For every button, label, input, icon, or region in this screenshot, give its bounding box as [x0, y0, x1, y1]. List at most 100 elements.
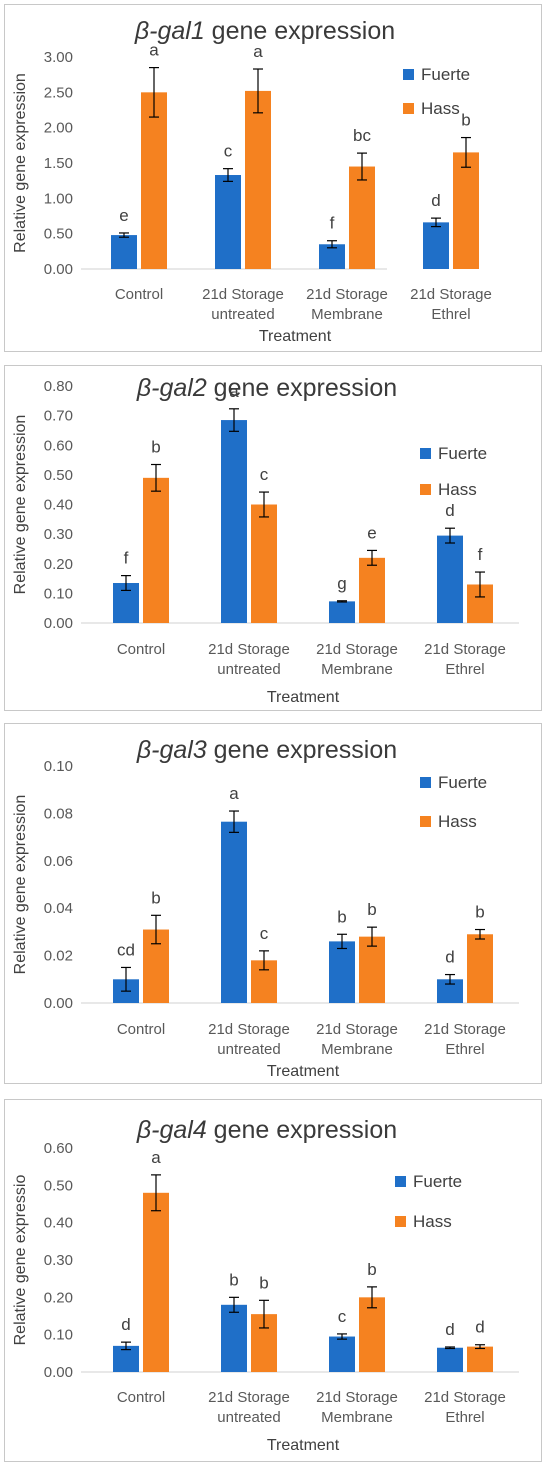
bar-hass [349, 166, 375, 269]
significance-letter: a [253, 42, 263, 61]
bar-hass [143, 1192, 169, 1372]
y-tick-label: 0.60 [44, 437, 73, 454]
category-label: 21d Storage [208, 1021, 290, 1038]
chart-title: β-gal2 gene expression [136, 374, 397, 402]
significance-letter: c [338, 1307, 347, 1326]
bar-hass [143, 477, 169, 623]
y-tick-label: 0.80 [44, 378, 73, 395]
significance-letter: d [445, 1320, 454, 1339]
significance-letter: d [445, 501, 454, 520]
legend-swatch-fuerte [403, 69, 414, 80]
bar-fuerte [221, 420, 247, 623]
bar-fuerte [437, 1347, 463, 1372]
y-tick-label: 0.30 [44, 1252, 73, 1269]
category-label: Ethrel [445, 661, 484, 678]
chart-gal3: β-gal3 gene expression 0.00 0.02 0.04 0.06 0.… [12, 736, 519, 1080]
significance-letter: f [478, 545, 483, 564]
y-tick-label: 0.00 [44, 261, 73, 278]
category-label: untreated [217, 1041, 280, 1058]
y-axis-label: Relative gene expression [12, 415, 29, 595]
category-label: Membrane [321, 1409, 393, 1426]
significance-letter: b [151, 438, 160, 457]
legend-swatch-fuerte [395, 1176, 406, 1187]
significance-letter: a [149, 41, 159, 60]
category-label: untreated [217, 661, 280, 678]
significance-letter: d [475, 1318, 484, 1337]
y-tick-label: 0.50 [44, 226, 73, 243]
chart-panel-gal1: β-gal1 gene expression 0.00 0.50 1.00 1.50 2.… [4, 4, 542, 352]
chart-panel-gal2: β-gal2 gene expression 0.00 0.10 0.20 0.30 0.… [4, 365, 542, 711]
chart-gal4: β-gal4 gene expression 0.00 0.10 0.20 0.30 0.… [12, 1116, 519, 1454]
y-tick-label: 0.10 [44, 1327, 73, 1344]
bar-hass [359, 1297, 385, 1372]
bar-fuerte [215, 175, 241, 269]
category-label: 21d Storage [316, 1389, 398, 1406]
category-label: Control [117, 641, 165, 658]
category-label: Membrane [311, 306, 383, 323]
bar-hass [359, 936, 385, 1003]
y-tick-label: 0.40 [44, 497, 73, 514]
bar-hass [141, 92, 167, 269]
bar-fuerte [437, 979, 463, 1003]
y-axis-label: Relative gene expressio [12, 1175, 29, 1346]
category-label: untreated [217, 1409, 280, 1426]
bar-hass [245, 90, 271, 269]
bar-hass [359, 557, 385, 623]
y-tick-label: 0.00 [44, 1364, 73, 1381]
bar-hass [467, 1346, 493, 1372]
legend-label-fuerte: Fuerte [413, 1172, 462, 1191]
y-tick-label: 0.08 [44, 805, 73, 822]
legend-swatch-fuerte [420, 448, 431, 459]
category-label: 21d Storage [316, 641, 398, 658]
bar-fuerte [423, 222, 449, 269]
category-label: Control [115, 286, 163, 303]
x-axis-label: Treatment [259, 328, 332, 345]
x-axis-label: Treatment [267, 689, 340, 706]
significance-letter: f [330, 214, 335, 233]
significance-letter: a [151, 1148, 161, 1167]
y-tick-label: 0.50 [44, 1177, 73, 1194]
significance-letter: b [367, 900, 376, 919]
category-label: untreated [211, 306, 274, 323]
y-tick-label: 1.00 [44, 190, 73, 207]
category-label: Membrane [321, 1041, 393, 1058]
y-tick-label: 0.06 [44, 853, 73, 870]
legend-label-hass: Hass [413, 1212, 452, 1231]
legend-label-hass: Hass [438, 812, 477, 831]
significance-letter: c [224, 142, 233, 161]
significance-letter: d [445, 948, 454, 967]
y-tick-label: 0.00 [44, 995, 73, 1012]
category-label: 21d Storage [410, 286, 492, 303]
bar-fuerte [437, 535, 463, 623]
y-tick-label: 0.20 [44, 1289, 73, 1306]
y-tick-label: 0.70 [44, 408, 73, 425]
significance-letter: e [367, 523, 376, 542]
chart-title: β-gal4 gene expression [136, 1116, 397, 1144]
y-axis-label: Relative gene expression [12, 73, 29, 253]
significance-letter: c [260, 924, 269, 943]
category-label: 21d Storage [424, 641, 506, 658]
y-tick-label: 0.40 [44, 1215, 73, 1232]
category-label: 21d Storage [306, 286, 388, 303]
chart-title: β-gal1 gene expression [134, 17, 395, 45]
bar-fuerte [329, 941, 355, 1003]
y-axis-label: Relative gene expression [12, 795, 29, 975]
significance-letter: b [229, 1270, 238, 1289]
y-tick-label: 2.00 [44, 120, 73, 137]
x-axis-label: Treatment [267, 1437, 340, 1454]
significance-letter: a [229, 784, 239, 803]
y-tick-label: 0.20 [44, 556, 73, 573]
category-label: 21d Storage [202, 286, 284, 303]
y-tick-label: 0.00 [44, 615, 73, 632]
legend-swatch-hass [420, 816, 431, 827]
significance-letter: b [151, 888, 160, 907]
bar-fuerte [111, 235, 137, 269]
y-tick-label: 0.60 [44, 1140, 73, 1157]
category-label: Ethrel [445, 1409, 484, 1426]
significance-letter: b [367, 1260, 376, 1279]
y-tick-label: 0.50 [44, 467, 73, 484]
bar-fuerte [221, 821, 247, 1003]
significance-letter: b [337, 907, 346, 926]
y-tick-label: 0.10 [44, 585, 73, 602]
y-tick-label: 3.00 [44, 49, 73, 66]
